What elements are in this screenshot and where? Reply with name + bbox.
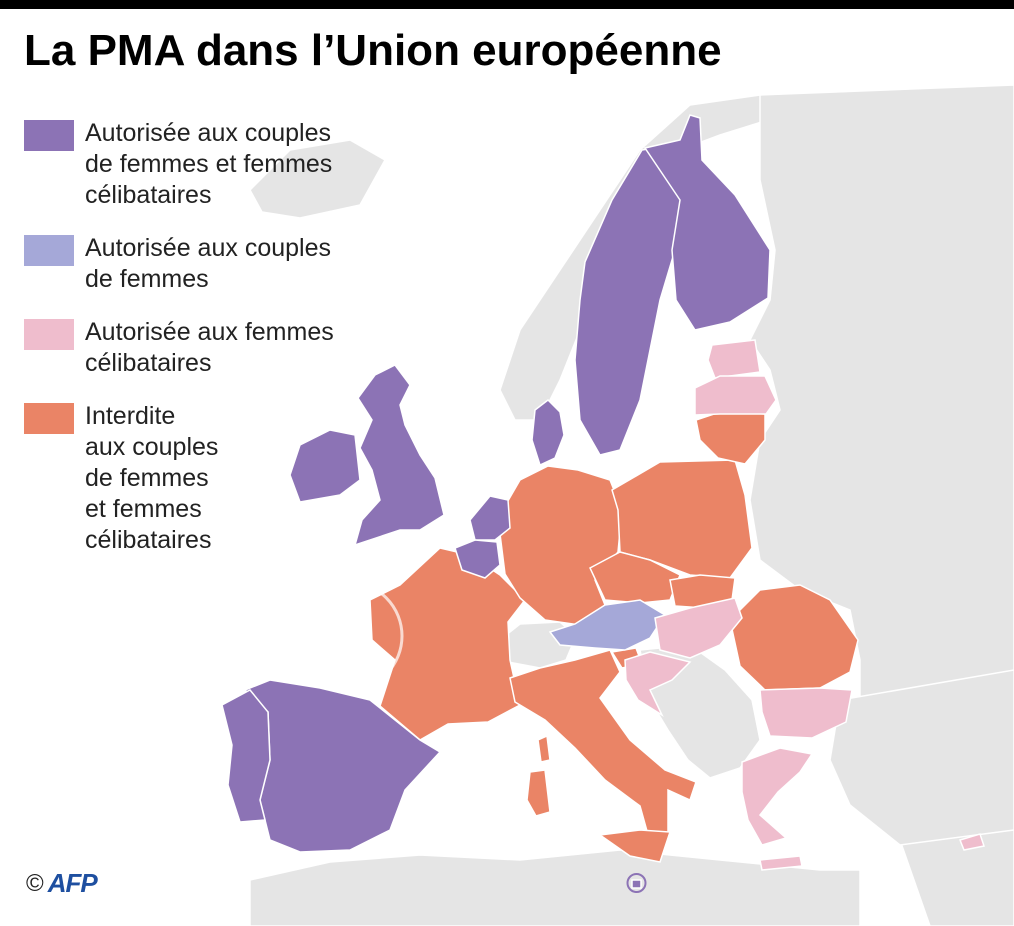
netherlands-shape (469, 495, 511, 541)
belgium-shape (454, 539, 501, 579)
watermark-globe (292, 580, 404, 692)
corsica-shape (537, 734, 551, 763)
bulgaria-shape (759, 687, 853, 739)
afp-watermark: AFP (56, 580, 404, 693)
legend-item-couples-and-single: Autorisée aux couples de femmes et femme… (24, 118, 394, 211)
lithuania-shape (695, 411, 766, 465)
greece-shape (741, 747, 814, 846)
legend-label: Autorisée aux femmes célibataires (85, 318, 334, 377)
croatia-shape (624, 651, 692, 718)
sweden-shape (574, 144, 683, 456)
crete-shape (759, 855, 803, 871)
sardinia-shape (526, 769, 551, 817)
north-africa-shape (249, 849, 861, 926)
legend: Autorisée aux couples de femmes et femme… (24, 118, 394, 578)
estonia-shape (707, 339, 761, 379)
legend-label: Autorisée aux couples de femmes et femme… (85, 119, 333, 209)
top-rule (0, 0, 1014, 9)
cyprus-shape (958, 833, 985, 851)
finland-shape (643, 114, 771, 331)
forbidden-countries (369, 411, 859, 863)
legend-swatch (24, 235, 74, 266)
uk-shape (353, 364, 445, 547)
denmark-shape (531, 399, 565, 467)
italy-shape (509, 649, 697, 843)
non-eu-land (249, 84, 1014, 926)
sicily-shape (597, 829, 672, 863)
iceland-shape (249, 139, 387, 219)
legend-swatch (24, 120, 74, 151)
ireland-shape (289, 429, 361, 503)
legend-label: Interdite aux couples de femmes et femme… (85, 402, 219, 554)
hungary-shape (654, 597, 743, 659)
legend-item-couples: Autorisée aux couples de femmes (24, 233, 394, 295)
afp-logo: AFP (47, 868, 98, 898)
legend-item-forbidden: Interdite aux couples de femmes et femme… (24, 401, 394, 556)
copyright-symbol: © (26, 869, 44, 897)
turkey-shape (829, 669, 1014, 846)
malta-shape (631, 879, 642, 889)
single-women-countries (624, 339, 985, 871)
legend-item-single: Autorisée aux femmes célibataires (24, 317, 394, 379)
legend-swatch (24, 403, 74, 434)
portugal-shape (221, 689, 271, 823)
romania-shape (729, 584, 859, 691)
page-title: La PMA dans l’Union européenne (24, 26, 722, 75)
malta-marker (626, 873, 647, 893)
credit: © AFP (26, 868, 98, 899)
latvia-shape (694, 375, 777, 416)
couples-and-single-countries (221, 114, 771, 889)
legend-label: Autorisée aux couples de femmes (85, 234, 331, 293)
legend-swatch (24, 319, 74, 350)
watermark-text: AFP (58, 592, 236, 691)
